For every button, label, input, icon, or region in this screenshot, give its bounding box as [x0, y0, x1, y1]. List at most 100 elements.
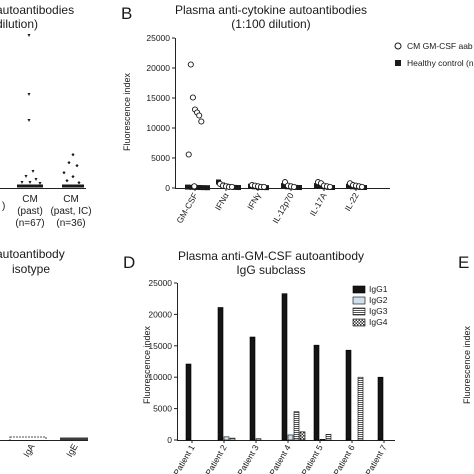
- y-tick-label: 20000: [148, 309, 172, 319]
- legend-label-igg3: IgG3: [369, 306, 388, 316]
- data-point: [34, 178, 38, 181]
- legend-swatch-igg1: [352, 285, 366, 294]
- cm-point: [189, 94, 196, 101]
- panel-d-y-label: Fluorescence index: [142, 325, 152, 404]
- data-point-cluster: [60, 437, 88, 440]
- panel-a-group1-line1: CM: [22, 194, 38, 205]
- bar-igg1: [377, 376, 384, 441]
- bar-igg2: [255, 438, 262, 441]
- legend-marker-healthy: [395, 60, 401, 66]
- y-tick-label: 25000: [148, 278, 172, 288]
- panel-b-y-ticks: 0 5000 10000 15000 20000 25000: [146, 33, 175, 193]
- healthy-point: [236, 185, 241, 191]
- data-point: [27, 34, 31, 37]
- panel-d-legend: IgG1 IgG2 IgG3 IgG4: [352, 284, 388, 327]
- cm-point: [187, 61, 194, 68]
- x-tick-label: IL-17A: [308, 191, 329, 218]
- bar-igg1: [185, 363, 192, 441]
- legend-swatch-igg2: [352, 296, 366, 305]
- panel-e: E Fluorescence index: [458, 253, 472, 404]
- data-point-cluster: [17, 184, 43, 188]
- x-tick-label: Patient 2: [203, 443, 229, 474]
- panel-a-fragment: ): [2, 201, 5, 212]
- cm-point: [228, 183, 236, 190]
- legend-label-healthy: Healthy control (n: [407, 58, 474, 68]
- y-tick-label: 25000: [146, 33, 170, 43]
- cm-point: [358, 183, 366, 190]
- bar-igg1: [281, 293, 288, 441]
- cm-point: [191, 183, 198, 190]
- bar-igg3: [357, 376, 364, 441]
- panel-a-title-line1: autoantibodies: [0, 3, 74, 17]
- legend-swatch-igg3: [352, 307, 366, 316]
- data-point-cluster: [62, 184, 84, 188]
- healthy-point: [185, 184, 190, 190]
- panel-d-title-line1: Plasma anti-GM-CSF autoantibody: [178, 249, 364, 263]
- x-tick-label: IFNα: [213, 191, 231, 212]
- bar-igg4: [299, 431, 306, 441]
- panel-e-y-label: Fluorescence index: [462, 325, 472, 404]
- y-tick-label: 0: [167, 435, 172, 445]
- healthy-point: [346, 183, 351, 189]
- legend-label-igg2: IgG2: [369, 295, 388, 305]
- legend-label-cm: CM GM-CSF aab: [407, 41, 473, 51]
- x-tick-label: Patient 6: [331, 443, 357, 474]
- bar-igg1: [313, 344, 320, 441]
- data-point: [24, 175, 28, 178]
- panel-c: autoantibody isotype IgA IgE: [0, 247, 88, 459]
- bar-igg2: [223, 436, 230, 441]
- y-tick-label: 10000: [148, 372, 172, 382]
- data-point-cluster: [9, 436, 47, 441]
- y-tick-label: 10000: [146, 123, 170, 133]
- x-tick-label: Patient 7: [363, 443, 389, 474]
- panel-c-title-line2: isotype: [12, 262, 50, 276]
- panel-a: autoantibodies dilution) ) CM (past) (n=…: [0, 3, 92, 229]
- cm-point: [290, 183, 298, 190]
- panel-b-letter: B: [121, 4, 132, 23]
- panel-b-points: [185, 61, 367, 191]
- panel-d-y-ticks: 0 5000 10000 15000 20000 25000: [148, 278, 177, 445]
- panel-c-title-line1: autoantibody: [0, 247, 65, 261]
- panel-a-group2-line3: (n=36): [56, 218, 85, 229]
- data-point: [71, 175, 75, 179]
- data-point: [38, 182, 42, 185]
- legend-label-igg1: IgG1: [369, 284, 388, 294]
- healthy-point: [281, 183, 286, 189]
- healthy-point: [197, 185, 202, 191]
- legend-marker-cm: [394, 42, 402, 50]
- panel-b-legend: CM GM-CSF aab Healthy control (n: [394, 41, 474, 68]
- legend-swatch-igg4: [352, 318, 366, 327]
- x-tick-label: GM-CSF: [174, 191, 199, 225]
- panel-d-bars: [185, 293, 384, 441]
- y-tick-label: 20000: [146, 63, 170, 73]
- x-tick-label: IFNγ: [245, 190, 263, 211]
- panel-d-letter: D: [123, 253, 135, 272]
- data-point: [27, 93, 31, 96]
- bar-igg2: [287, 434, 294, 441]
- y-tick-label: 15000: [146, 93, 170, 103]
- cm-point: [196, 112, 203, 119]
- y-tick-label: 0: [165, 183, 170, 193]
- x-tick-label: Patient 4: [267, 443, 293, 474]
- panel-a-points: [17, 34, 84, 188]
- x-tick-label: Patient 1: [171, 443, 197, 474]
- cm-point: [198, 118, 205, 125]
- x-tick-label: Patient 3: [235, 443, 261, 474]
- panel-c-x-tick-iga: IgA: [21, 442, 36, 459]
- data-point: [65, 179, 69, 183]
- data-point: [71, 153, 75, 157]
- data-point: [62, 171, 66, 175]
- panel-b: B Plasma anti-cytokine autoantibodies (1…: [121, 3, 474, 225]
- panel-d: D Plasma anti-GM-CSF autoantibody IgG su…: [123, 249, 395, 474]
- panel-b-title-line2: (1:100 dilution): [231, 17, 310, 31]
- cm-point: [260, 183, 268, 190]
- panel-b-y-label: Fluorescence index: [122, 72, 132, 151]
- data-point: [20, 181, 24, 184]
- panel-a-group1-line3: (n=67): [15, 218, 44, 229]
- panel-c-points: [9, 436, 88, 441]
- y-tick-label: 15000: [148, 341, 172, 351]
- y-tick-label: 5000: [151, 153, 170, 163]
- x-tick-label: IL-22: [342, 191, 360, 213]
- legend-label-igg4: IgG4: [369, 317, 388, 327]
